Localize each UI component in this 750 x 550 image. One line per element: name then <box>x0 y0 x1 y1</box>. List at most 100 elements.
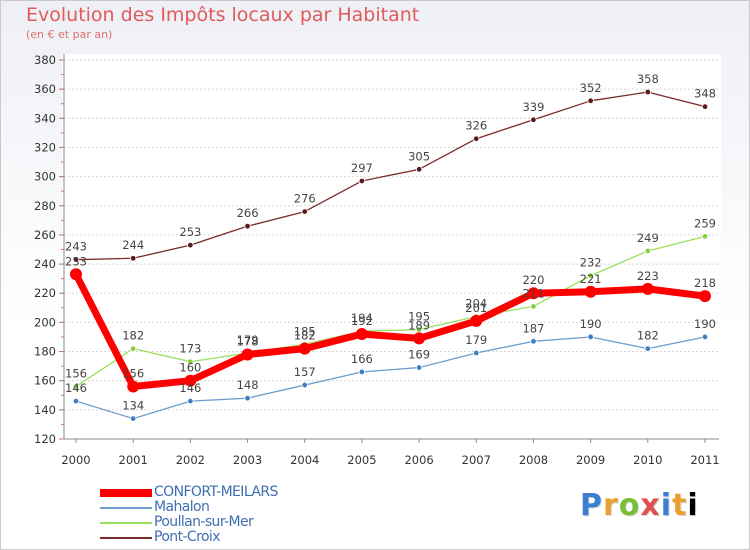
legend-swatch <box>100 507 152 509</box>
data-label: 223 <box>637 269 659 283</box>
data-label: 189 <box>408 318 430 332</box>
data-label: 185 <box>294 324 316 338</box>
data-label: 326 <box>465 119 487 133</box>
x-tick-label: 2000 <box>61 453 90 467</box>
data-point <box>530 338 537 345</box>
x-tick-label: 2004 <box>290 453 319 467</box>
data-point <box>415 166 423 173</box>
y-tick-label: 180 <box>34 345 56 359</box>
x-tick-label: 2001 <box>119 453 148 467</box>
data-point <box>72 397 80 405</box>
x-tick-label: 2008 <box>519 453 548 467</box>
y-tick-label: 300 <box>34 170 56 184</box>
y-tick-label: 340 <box>34 111 56 125</box>
series-line-pont-croix <box>75 91 706 261</box>
y-tick-label: 160 <box>34 374 56 388</box>
legend-label: Pont-Croix <box>154 529 220 545</box>
y-tick-label: 220 <box>34 286 56 300</box>
data-label: 190 <box>694 317 716 331</box>
data-point <box>72 383 80 390</box>
data-point <box>644 345 652 352</box>
data-point <box>358 177 366 185</box>
data-point <box>127 380 140 393</box>
x-tick-label: 2010 <box>633 453 662 467</box>
data-point <box>187 397 194 405</box>
x-tick-label: 2007 <box>462 453 491 467</box>
x-tick-label: 2006 <box>404 453 433 467</box>
data-point <box>530 303 537 310</box>
y-tick-label: 240 <box>34 257 56 271</box>
data-point <box>301 208 308 215</box>
data-label: 259 <box>694 216 716 230</box>
y-tick-label: 360 <box>34 82 56 96</box>
legend-label: Poullan-sur-Mer <box>154 514 254 530</box>
series-line-mahalon <box>75 336 706 420</box>
proxiti-logo: Proxiti <box>580 488 699 523</box>
data-label: 276 <box>294 192 316 206</box>
y-tick-label: 200 <box>34 315 56 329</box>
data-label: 221 <box>580 272 602 286</box>
data-point <box>358 368 366 376</box>
data-label: 187 <box>522 321 544 335</box>
data-point <box>470 314 483 327</box>
data-label: 358 <box>637 72 659 86</box>
data-point <box>129 345 137 352</box>
data-point <box>587 272 594 279</box>
data-point <box>587 333 594 341</box>
data-point <box>701 233 709 240</box>
data-label: 218 <box>694 276 716 290</box>
series-line-poullan-sur-mer <box>75 235 706 388</box>
data-point <box>301 381 308 389</box>
data-point <box>584 285 597 298</box>
data-point <box>701 103 709 110</box>
data-point <box>129 255 137 262</box>
data-label: 182 <box>122 329 144 343</box>
y-tick-label: 260 <box>34 228 56 242</box>
legend-label: Mahalon <box>154 499 210 515</box>
data-point <box>641 282 654 295</box>
data-label: 339 <box>522 100 544 114</box>
legend-swatch <box>100 537 152 539</box>
data-label: 233 <box>65 254 87 268</box>
data-point <box>241 348 254 361</box>
legend-swatch <box>100 489 152 497</box>
data-label: 146 <box>179 381 201 395</box>
chart-title: Evolution des Impôts locaux par Habitant <box>26 4 420 26</box>
y-tick-label: 320 <box>34 140 56 154</box>
legend-label: CONFORT-MEILARS <box>154 484 278 500</box>
y-tick-label: 140 <box>34 403 56 417</box>
data-label: 173 <box>179 342 201 356</box>
y-tick-label: 120 <box>34 432 56 446</box>
data-label: 182 <box>294 329 316 343</box>
data-label: 148 <box>237 378 259 392</box>
data-label: 243 <box>65 240 87 254</box>
data-point <box>70 268 82 281</box>
data-point <box>244 394 251 402</box>
data-label: 211 <box>522 286 544 300</box>
data-label: 232 <box>580 256 602 270</box>
data-label: 146 <box>65 381 87 395</box>
data-point <box>129 415 137 422</box>
data-label: 195 <box>408 310 430 324</box>
y-tick-label: 280 <box>34 199 56 213</box>
data-point <box>527 287 540 300</box>
y-tick-label: 380 <box>34 53 56 67</box>
x-tick-label: 2003 <box>233 453 262 467</box>
data-point <box>699 290 711 303</box>
data-label: 244 <box>122 238 144 252</box>
chart-subtitle: (en € et par an) <box>26 28 113 41</box>
data-point <box>355 328 368 341</box>
x-tick-label: 2005 <box>347 453 376 467</box>
data-point <box>415 364 423 371</box>
data-point <box>644 88 652 96</box>
data-label: 156 <box>122 367 144 381</box>
data-label: 194 <box>351 311 373 325</box>
x-tick-label: 2002 <box>176 453 205 467</box>
data-point <box>701 333 709 341</box>
data-point <box>298 342 311 355</box>
data-point <box>587 97 594 105</box>
data-point <box>184 374 197 387</box>
data-label: 352 <box>580 81 602 95</box>
data-point <box>244 222 251 230</box>
data-label: 201 <box>465 301 487 315</box>
